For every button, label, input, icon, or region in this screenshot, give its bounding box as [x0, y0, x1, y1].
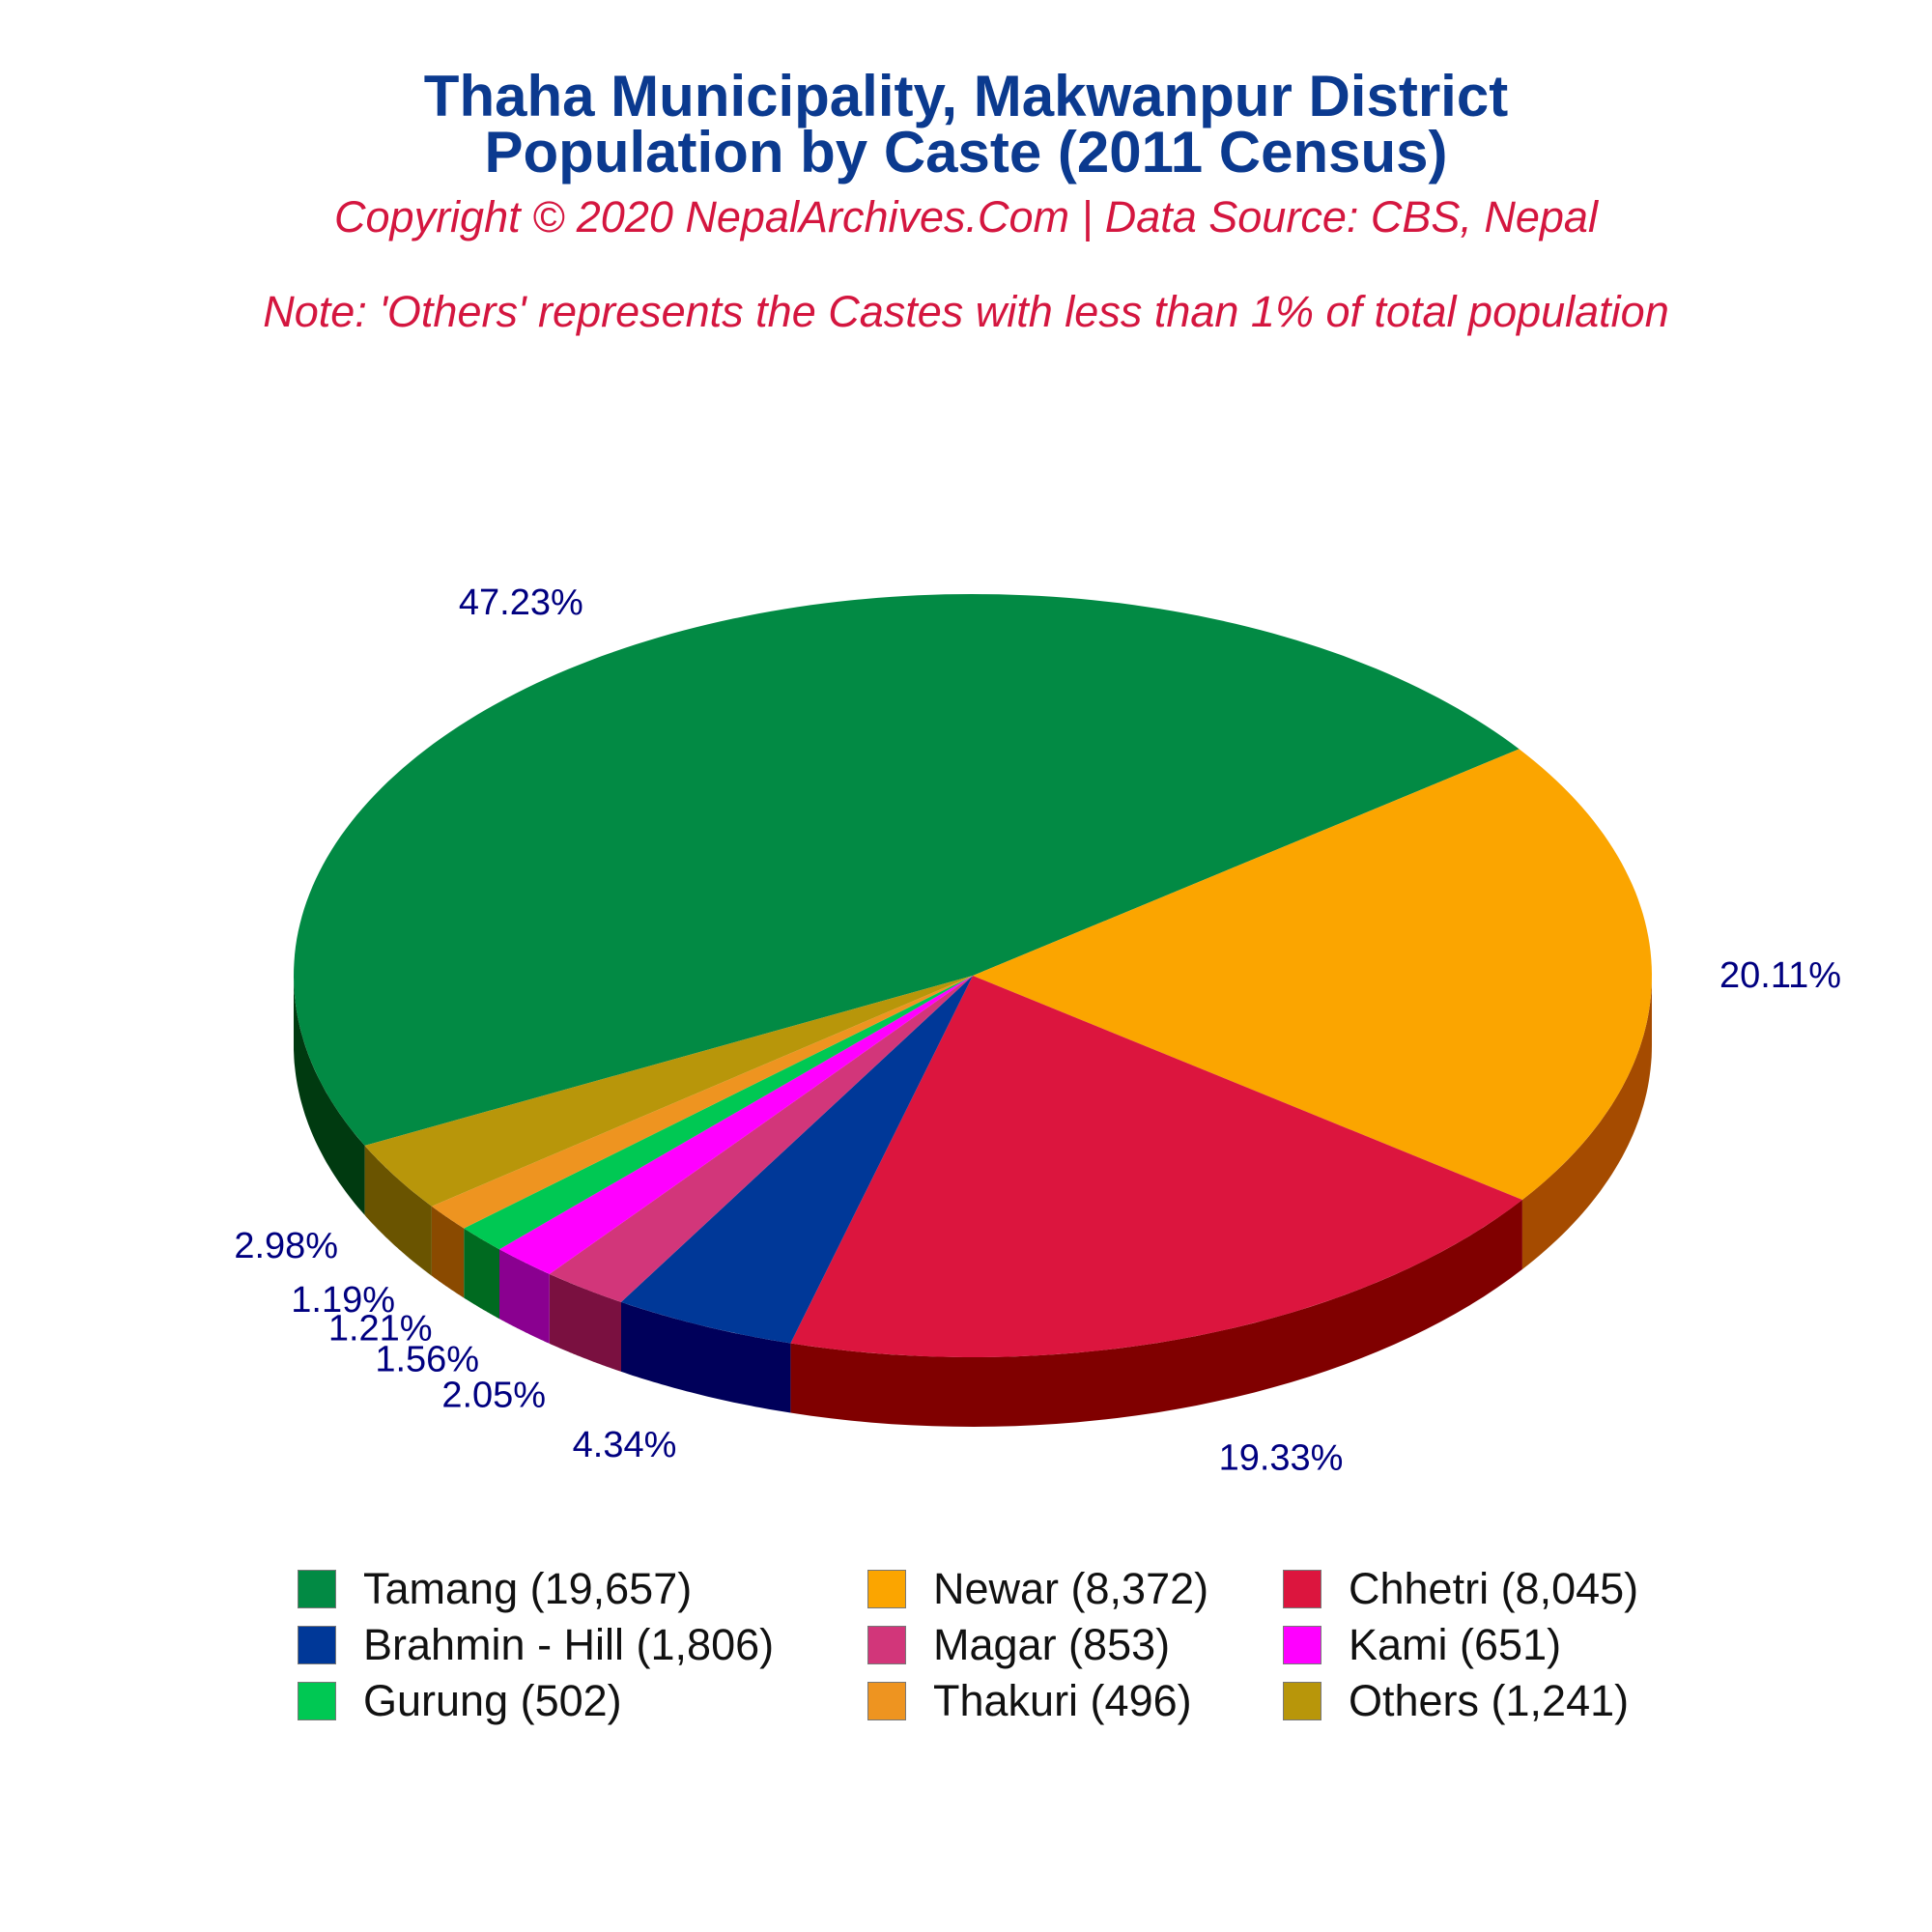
- legend-swatch: [1283, 1682, 1321, 1720]
- pie-slice-gurung: [464, 976, 973, 1250]
- copyright-text: Copyright © 2020 NepalArchives.Com | Dat…: [334, 192, 1598, 242]
- legend-swatch: [867, 1626, 906, 1664]
- legend-label: Brahmin - Hill (1,806): [363, 1620, 775, 1669]
- percent-label-brahmin-hill: 4.34%: [573, 1425, 677, 1465]
- legend-item-brahmin-hill: Brahmin - Hill (1,806): [298, 1620, 775, 1669]
- pie-slice-tamang: [294, 594, 1520, 1146]
- legend-swatch: [298, 1626, 336, 1664]
- pie-side-gurung: [464, 1228, 499, 1320]
- percent-label-magar: 2.05%: [441, 1375, 546, 1415]
- pie-side-newar: [1521, 976, 1652, 1269]
- percent-label-tamang: 47.23%: [459, 582, 583, 623]
- legend-item-kami: Kami (651): [1283, 1620, 1562, 1669]
- pie-side-kami: [499, 1249, 550, 1344]
- legend-swatch: [867, 1570, 906, 1608]
- pie-slice-others: [364, 976, 974, 1207]
- legend-label: Tamang (19,657): [363, 1564, 693, 1613]
- pie-side-brahmin-hill: [621, 1301, 791, 1413]
- legend-label: Thakuri (496): [933, 1676, 1192, 1725]
- pie-slice-brahmin-hill: [621, 976, 973, 1344]
- legend-swatch: [867, 1682, 906, 1720]
- legend-label: Chhetri (8,045): [1349, 1564, 1639, 1613]
- note-text: Note: 'Others' represents the Castes wit…: [263, 287, 1669, 336]
- legend-item-newar: Newar (8,372): [867, 1564, 1209, 1613]
- pie-side-chhetri: [790, 1200, 1522, 1427]
- percent-label-others: 2.98%: [234, 1226, 338, 1266]
- legend-label: Newar (8,372): [933, 1564, 1209, 1613]
- legend-swatch: [1283, 1626, 1321, 1664]
- pie-side-tamang: [294, 976, 365, 1215]
- legend-swatch: [298, 1570, 336, 1608]
- percent-label-kami: 1.56%: [375, 1340, 479, 1380]
- legend-swatch: [298, 1682, 336, 1720]
- legend-item-magar: Magar (853): [867, 1620, 1171, 1669]
- legend-label: Kami (651): [1349, 1620, 1562, 1669]
- legend-label: Others (1,241): [1349, 1676, 1630, 1725]
- pie-slice-newar: [973, 749, 1652, 1200]
- legend-swatch: [1283, 1570, 1321, 1608]
- legend-item-gurung: Gurung (502): [298, 1676, 622, 1725]
- legend-label: Magar (853): [933, 1620, 1171, 1669]
- pie-slice-thakuri: [431, 976, 973, 1229]
- legend-item-chhetri: Chhetri (8,045): [1283, 1564, 1639, 1613]
- pie-side-walls: [294, 976, 1652, 1427]
- legend-label: Gurung (502): [363, 1676, 622, 1725]
- pie-side-thakuri: [431, 1206, 465, 1298]
- pie-slice-magar: [549, 976, 973, 1302]
- legend-item-others: Others (1,241): [1283, 1676, 1630, 1725]
- percent-label-newar: 20.11%: [1719, 955, 1841, 996]
- pie-slices: [294, 594, 1652, 1357]
- pie-slice-kami: [499, 976, 973, 1274]
- chart-title-line1: Thaha Municipality, Makwanpur District: [423, 64, 1509, 128]
- percent-label-gurung: 1.21%: [328, 1309, 433, 1350]
- percent-label-chhetri: 19.33%: [1219, 1438, 1344, 1479]
- legend-item-tamang: Tamang (19,657): [298, 1564, 693, 1613]
- pie-percent-labels: 47.23% 20.11% 19.33% 4.34% 2.05%1.56%1.21%1.…: [234, 582, 1841, 1479]
- legend-item-thakuri: Thakuri (496): [867, 1676, 1192, 1725]
- pie-side-magar: [549, 1273, 621, 1372]
- percent-label-thakuri: 1.19%: [291, 1280, 395, 1321]
- chart-title-line2: Population by Caste (2011 Census): [484, 120, 1448, 185]
- pie-slice-chhetri: [790, 976, 1522, 1357]
- pie-side-others: [364, 1145, 432, 1276]
